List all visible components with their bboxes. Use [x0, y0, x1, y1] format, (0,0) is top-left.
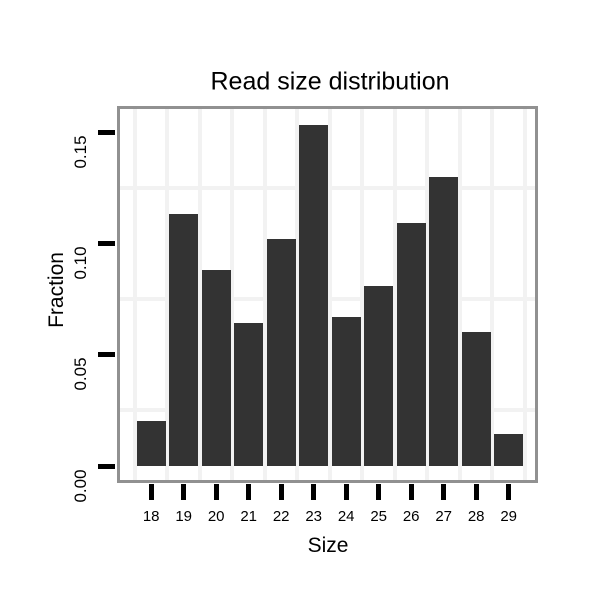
bar-26 [396, 223, 426, 466]
gridline-v [165, 109, 170, 480]
x-tick-label: 27 [435, 508, 453, 525]
bar-22 [266, 238, 296, 466]
bar-21 [234, 323, 264, 466]
x-tick-label: 24 [337, 508, 355, 525]
y-tick-label: 0.00 [71, 469, 90, 503]
gridline-v [197, 109, 202, 480]
x-tick-label: 29 [500, 508, 518, 525]
gridline-v [425, 109, 430, 480]
y-tick [98, 130, 115, 136]
y-axis-label: Fraction [45, 252, 68, 328]
x-tick-label: 19 [175, 508, 193, 525]
plot-area [120, 109, 535, 480]
bar-27 [429, 176, 459, 466]
x-tick [213, 484, 219, 500]
bar-20 [201, 269, 231, 466]
gridline-v [295, 109, 300, 480]
x-tick [278, 484, 284, 500]
y-tick-label: 0.10 [71, 246, 90, 280]
bar-23 [299, 125, 329, 466]
gridline-v [457, 109, 462, 480]
x-tick [408, 484, 414, 500]
gridline-v [392, 109, 397, 480]
y-tick [98, 241, 115, 247]
x-tick [148, 484, 154, 500]
bar-28 [461, 332, 491, 466]
bar-24 [331, 316, 361, 466]
gridline-v [132, 109, 137, 480]
bar-25 [364, 285, 394, 466]
x-tick [473, 484, 479, 500]
x-tick [376, 484, 382, 500]
chart-title: Read size distribution [210, 67, 450, 96]
gridline-v [522, 109, 527, 480]
x-tick-label: 18 [142, 508, 160, 525]
bar-18 [136, 421, 166, 466]
x-axis-label: Size [307, 534, 349, 557]
x-tick-label: 28 [467, 508, 485, 525]
y-tick-label: 0.05 [71, 357, 90, 391]
bar-29 [494, 434, 524, 466]
x-tick-label: 22 [272, 508, 290, 525]
x-tick [246, 484, 252, 500]
gridline-v [360, 109, 365, 480]
x-tick [311, 484, 317, 500]
gridline-v [262, 109, 267, 480]
y-tick [98, 463, 115, 469]
y-tick [98, 352, 115, 358]
y-tick-label: 0.15 [71, 135, 90, 169]
gridline-v [490, 109, 495, 480]
x-tick-label: 20 [207, 508, 225, 525]
gridline-v [327, 109, 332, 480]
x-tick [343, 484, 349, 500]
x-tick-label: 25 [370, 508, 388, 525]
x-tick [181, 484, 187, 500]
bar-19 [169, 214, 199, 466]
x-tick-label: 21 [240, 508, 258, 525]
gridline-v [230, 109, 235, 480]
x-tick [506, 484, 512, 500]
x-tick-label: 26 [402, 508, 420, 525]
x-tick [441, 484, 447, 500]
x-tick-label: 23 [305, 508, 323, 525]
